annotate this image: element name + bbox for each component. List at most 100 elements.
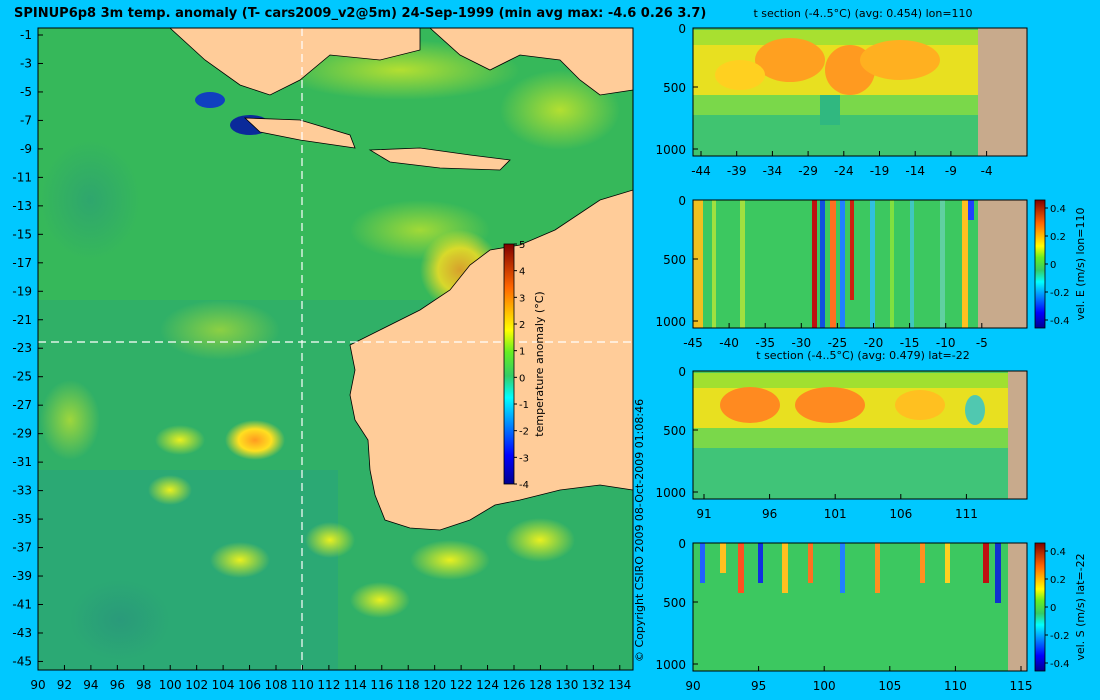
- map-x-tick-label: 100: [159, 678, 182, 692]
- panel4-y-tick: 500: [663, 596, 686, 610]
- panel1-x-tick: -24: [834, 164, 854, 178]
- map-frame: [37, 27, 634, 671]
- map-x-tick-label: 90: [30, 678, 45, 692]
- panel4-colorbar-tick: 0: [1050, 603, 1056, 614]
- panel3-x-tick: 111: [955, 507, 978, 521]
- panel2-x-tick: -30: [791, 336, 811, 350]
- panel2-colorbar-tick: -0.2: [1050, 288, 1070, 299]
- map-x-tick-label: 130: [555, 678, 578, 692]
- panel2-x-tick: -35: [755, 336, 775, 350]
- panel2-x-tick: -25: [828, 336, 848, 350]
- panel2-x-tick: -45: [683, 336, 703, 350]
- map-x-tick-label: 98: [136, 678, 151, 692]
- land: [168, 27, 634, 531]
- panel4-x-tick: 90: [685, 679, 700, 693]
- map-y-tick-label: -29: [12, 427, 32, 441]
- lesser-sunda-land: [368, 147, 511, 171]
- panel1-x-tick: -39: [727, 164, 747, 178]
- panel1-title: t section (-4..5°C) (avg: 0.454) lon=110: [753, 7, 972, 20]
- map-y-tick-label: -25: [12, 370, 32, 384]
- map-y-tick-label: -33: [12, 484, 32, 498]
- panel3-title: t section (-4..5°C) (avg: 0.479) lat=-22: [756, 349, 969, 362]
- map-y-tick-label: -13: [12, 199, 32, 213]
- map-colorbar-tick: 5: [519, 240, 525, 251]
- map-y-tick-label: -31: [12, 455, 32, 469]
- map-colorbar-tick: -1: [519, 400, 529, 411]
- main-title: SPINUP6p8 3m temp. anomaly (T- cars2009_…: [14, 6, 706, 21]
- panel4-x-tick: 110: [944, 679, 967, 693]
- map-y-tick-label: -21: [12, 313, 32, 327]
- panel3-x-tick: 106: [889, 507, 912, 521]
- panel1-x-tick: -44: [691, 164, 711, 178]
- map-y-tick-label: -41: [12, 598, 32, 612]
- panel-vel-s-lat: 0 500 1000 90 95 100 105 110 115 0.4 0.2 0 -0.2 -0.4…: [655, 537, 1087, 693]
- map-colorbar-tick: -2: [519, 427, 529, 438]
- panel1-y-tick: 1000: [655, 143, 686, 157]
- map-x-tick-label: 96: [110, 678, 125, 692]
- sumatra-borneo-land: [168, 27, 421, 96]
- panel2-colorbar-tick: -0.4: [1050, 316, 1070, 327]
- panel2-colorbar: [1034, 199, 1046, 329]
- map-x-tick-label: 114: [344, 678, 367, 692]
- panel3-land: [1008, 371, 1027, 499]
- panel-vel-e-lon: 0 500 1000 -45 -40 -35 -30 -25 -20 -15 -10 -5 0.4 0.…: [655, 194, 1087, 350]
- map-x-tick-label: 104: [212, 678, 235, 692]
- map-plot: 90 92 94 96 98 100 102 104 106 108 110 112 114 116 118…: [12, 27, 634, 692]
- panel2-x-tick: -40: [719, 336, 739, 350]
- map-x-tick-label: 92: [57, 678, 72, 692]
- map-y-tick-label: -15: [12, 227, 32, 241]
- panel3-y-tick: 500: [663, 424, 686, 438]
- map-colorbar-tick: 2: [519, 320, 525, 331]
- panel3-y-tick: 0: [678, 365, 686, 379]
- panel4-y-tick: 1000: [655, 658, 686, 672]
- panel1-y-tick: 0: [678, 22, 686, 36]
- panel4-colorbar-tick: 0.4: [1050, 547, 1066, 558]
- panel1-x-tick: -29: [798, 164, 818, 178]
- panel2-colorbar-label: vel. E (m/s) lon=110: [1074, 208, 1087, 321]
- panel2-land: [978, 200, 1027, 328]
- panel2-colorbar-tick: 0.2: [1050, 232, 1066, 243]
- map-colorbar-tick: 4: [519, 267, 525, 278]
- map-y-tick-label: -3: [20, 56, 32, 70]
- australia-land: [349, 189, 634, 531]
- panel4-x-tick: 105: [878, 679, 901, 693]
- map-x-tick-label: 118: [397, 678, 420, 692]
- map-x-tick-label: 112: [317, 678, 340, 692]
- map-x-tick-label: 110: [291, 678, 314, 692]
- panel2-x-tick: -20: [864, 336, 884, 350]
- map-y-tick-label: -19: [12, 284, 32, 298]
- panel1-x-tick: -34: [763, 164, 783, 178]
- panel4-colorbar-tick: 0.2: [1050, 575, 1066, 586]
- panel2-y-tick: 0: [678, 194, 686, 208]
- map-colorbar-tick: -4: [519, 480, 529, 491]
- panel4-colorbar-tick: -0.2: [1050, 631, 1070, 642]
- panel3-x-tick: 91: [696, 507, 711, 521]
- map-y-tick-label: -17: [12, 256, 32, 270]
- map-y-tick-label: -9: [20, 142, 32, 156]
- java-land: [243, 117, 356, 149]
- panel4-colorbar-tick: -0.4: [1050, 659, 1070, 670]
- panel3-x-tick: 101: [824, 507, 847, 521]
- panel4-colorbar: [1034, 542, 1046, 672]
- map-y-tick-label: -7: [20, 113, 32, 127]
- panel4-x-tick: 95: [751, 679, 766, 693]
- map-x-ticks: 90 92 94 96 98 100 102 104 106 108 110 112 114 116 118…: [30, 665, 631, 692]
- map-x-tick-label: 124: [476, 678, 499, 692]
- map-y-tick-label: -11: [12, 170, 32, 184]
- map-y-tick-label: -1: [20, 28, 32, 42]
- panel1-x-tick: -4: [981, 164, 993, 178]
- map-y-tick-label: -37: [12, 541, 32, 555]
- map-colorbar: 5 4 3 2 1 0 -1 -2 -3 -4 temperature anomaly (°C): [503, 240, 546, 491]
- panel4-y-tick: 0: [678, 537, 686, 551]
- panel4-x-tick: 100: [813, 679, 836, 693]
- panel4-colorbar-label: vel. S (m/s) lat=-22: [1074, 553, 1087, 660]
- map-y-tick-label: -45: [12, 654, 32, 668]
- panel1-x-tick: -9: [945, 164, 957, 178]
- panel2-x-tick: -15: [900, 336, 920, 350]
- map-colorbar-tick: -3: [519, 453, 529, 464]
- map-y-ticks: -1 -3 -5 -7 -9 -11 -13 -15 -17 -19 -21 -23 -25 -27 -29…: [12, 28, 43, 668]
- map-x-tick-label: 120: [423, 678, 446, 692]
- map-colorbar-tick: 1: [519, 347, 525, 358]
- map-colorbar-ticks: 5 4 3 2 1 0 -1 -2 -3 -4: [514, 240, 529, 491]
- map-y-tick-label: -39: [12, 569, 32, 583]
